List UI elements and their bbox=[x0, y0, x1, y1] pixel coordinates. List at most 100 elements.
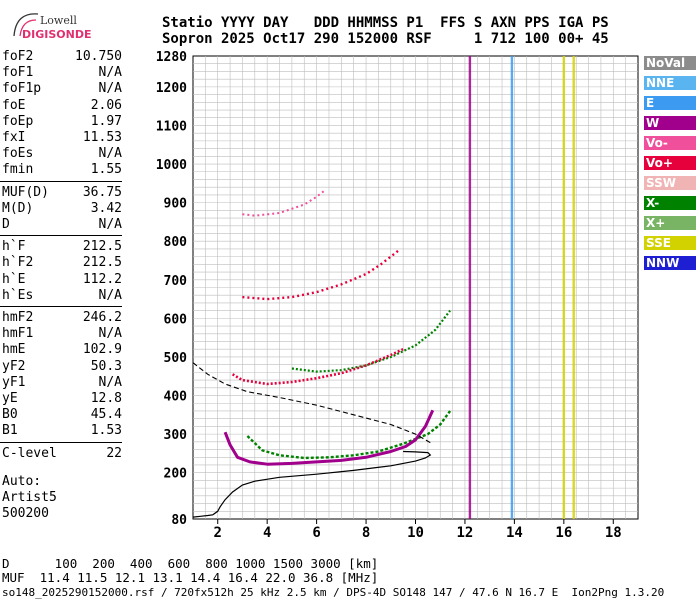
param-name: h`F2 bbox=[2, 255, 34, 271]
x-tick-label: 16 bbox=[555, 525, 572, 541]
legend-item: NoVal bbox=[644, 56, 696, 70]
param-name: yE bbox=[2, 391, 18, 406]
param-name: B0 bbox=[2, 407, 18, 423]
y-tick-label: 500 bbox=[164, 351, 188, 366]
param-row: h`F2 212.5 bbox=[2, 255, 122, 273]
x-tick-label: 4 bbox=[263, 525, 271, 541]
x-tick-label: 2 bbox=[214, 525, 222, 541]
y-tick-label: 1200 bbox=[156, 81, 187, 96]
x-tick-label: 6 bbox=[312, 525, 320, 541]
param-value: 12.8 bbox=[90, 391, 122, 406]
param-value: 1.53 bbox=[90, 423, 122, 439]
legend-item: SSE bbox=[644, 236, 696, 250]
param-row: M(D) 3.42 bbox=[2, 201, 122, 219]
param-row: fmin 1.55 bbox=[2, 162, 122, 180]
trace-o-f2 bbox=[223, 409, 435, 466]
param-separator bbox=[0, 441, 122, 443]
param-row: foEp 1.97 bbox=[2, 114, 122, 132]
param-row: h`F 212.5 bbox=[2, 239, 122, 257]
param-name: fxI bbox=[2, 130, 26, 145]
footer-muf: MUF 11.4 11.5 12.1 13.1 14.4 16.4 22.0 3… bbox=[2, 570, 379, 585]
param-name: hmE bbox=[2, 342, 26, 358]
param-value: N/A bbox=[98, 217, 122, 232]
param-row: C-level 22 bbox=[2, 446, 122, 464]
param-row: yE 12.8 bbox=[2, 391, 122, 409]
ionogram-chart: 2 4 6 8 10 12 14 16 18 80 200 300 400 500 600 700 800 900… bbox=[156, 50, 639, 541]
param-value: 22 bbox=[106, 445, 122, 461]
param-name: foF1 bbox=[2, 65, 34, 81]
param-value: 2.06 bbox=[90, 97, 122, 113]
param-value: N/A bbox=[98, 146, 122, 162]
param-row: yF1 N/A bbox=[2, 375, 122, 393]
param-row: foF1 N/A bbox=[2, 65, 122, 83]
param-name: D bbox=[2, 217, 10, 232]
footer-distance: D 100 200 400 600 800 1000 1500 3000 [km… bbox=[2, 556, 379, 571]
profile-dashed-line bbox=[192, 362, 431, 444]
param-name: B1 bbox=[2, 423, 18, 439]
y-tick-label: 200 bbox=[164, 467, 188, 482]
param-name: h`Es bbox=[2, 287, 34, 303]
footer-info: so148_2025290152000.rsf / 720fx512h 25 k… bbox=[2, 586, 665, 599]
param-name: foF1p bbox=[2, 81, 42, 97]
param-value: 50.3 bbox=[90, 358, 122, 374]
param-value: 246.2 bbox=[82, 310, 122, 325]
param-name: h`E bbox=[2, 271, 26, 287]
param-name: foE bbox=[2, 97, 26, 113]
param-row: yF2 50.3 bbox=[2, 359, 122, 377]
param-row: foF2 10.750 bbox=[2, 49, 122, 67]
trace-x-f2 bbox=[246, 410, 452, 460]
param-row: hmF2 246.2 bbox=[2, 310, 122, 328]
legend-item: Vo- bbox=[644, 136, 696, 150]
param-value: N/A bbox=[98, 65, 122, 81]
param-name: fmin bbox=[2, 162, 34, 178]
legend-item: E bbox=[644, 96, 696, 110]
auto-artist: Artist5 bbox=[2, 490, 57, 505]
param-row: hmE 102.9 bbox=[2, 342, 122, 360]
digisonde-logo: Lowell DIGISONDE bbox=[8, 6, 91, 42]
param-row: D N/A bbox=[2, 217, 122, 235]
y-tick-label: 400 bbox=[164, 390, 188, 405]
x-tick-label: 18 bbox=[605, 525, 622, 541]
auto-label: Auto: bbox=[2, 474, 42, 489]
header-values: Sopron 2025 Oct17 290 152000 RSF 1 712 1… bbox=[162, 31, 609, 47]
param-name: yF2 bbox=[2, 358, 26, 374]
legend-item: NNW bbox=[644, 256, 696, 270]
auto-code: 500200 bbox=[2, 506, 49, 521]
param-name: M(D) bbox=[2, 200, 34, 216]
param-row: foF1p N/A bbox=[2, 81, 122, 99]
y-tick-label: 300 bbox=[164, 428, 188, 443]
y-tick-label: 700 bbox=[164, 274, 188, 289]
param-value: 36.75 bbox=[82, 184, 122, 200]
y-tick-label: 800 bbox=[164, 235, 188, 250]
param-name: yF1 bbox=[2, 374, 26, 390]
param-name: h`F bbox=[2, 239, 26, 255]
y-tick-label: 1100 bbox=[156, 119, 187, 134]
y-tick-label: 600 bbox=[164, 312, 188, 327]
param-name: foEp bbox=[2, 113, 34, 129]
interference-band bbox=[572, 56, 575, 519]
param-row: foEs N/A bbox=[2, 146, 122, 164]
x-tick-label: 12 bbox=[457, 525, 474, 541]
y-tick-label: 1280 bbox=[156, 50, 187, 65]
param-value: 112.2 bbox=[82, 271, 122, 287]
param-value: 3.42 bbox=[90, 200, 122, 216]
legend-item: X- bbox=[644, 196, 696, 210]
x-tick-label: 14 bbox=[506, 525, 523, 541]
trace-o-4hop bbox=[242, 190, 325, 217]
y-tick-label: 900 bbox=[164, 197, 188, 212]
param-value: 212.5 bbox=[82, 255, 122, 271]
param-name: foF2 bbox=[2, 49, 34, 64]
y-tick-label: 1000 bbox=[156, 158, 187, 173]
logo-arc-icon bbox=[13, 13, 39, 37]
param-value: 102.9 bbox=[82, 342, 122, 358]
param-value: N/A bbox=[98, 326, 122, 342]
logo-line1: Lowell bbox=[40, 14, 77, 27]
interference-band bbox=[510, 56, 514, 519]
param-row: B1 1.53 bbox=[2, 423, 122, 441]
legend-item: SSW bbox=[644, 176, 696, 190]
param-value: 1.97 bbox=[90, 113, 122, 129]
param-value: 1.55 bbox=[90, 162, 122, 178]
param-row: B0 45.4 bbox=[2, 407, 122, 425]
logo-line2: DIGISONDE bbox=[22, 28, 92, 41]
x-tick-label: 10 bbox=[407, 525, 424, 541]
